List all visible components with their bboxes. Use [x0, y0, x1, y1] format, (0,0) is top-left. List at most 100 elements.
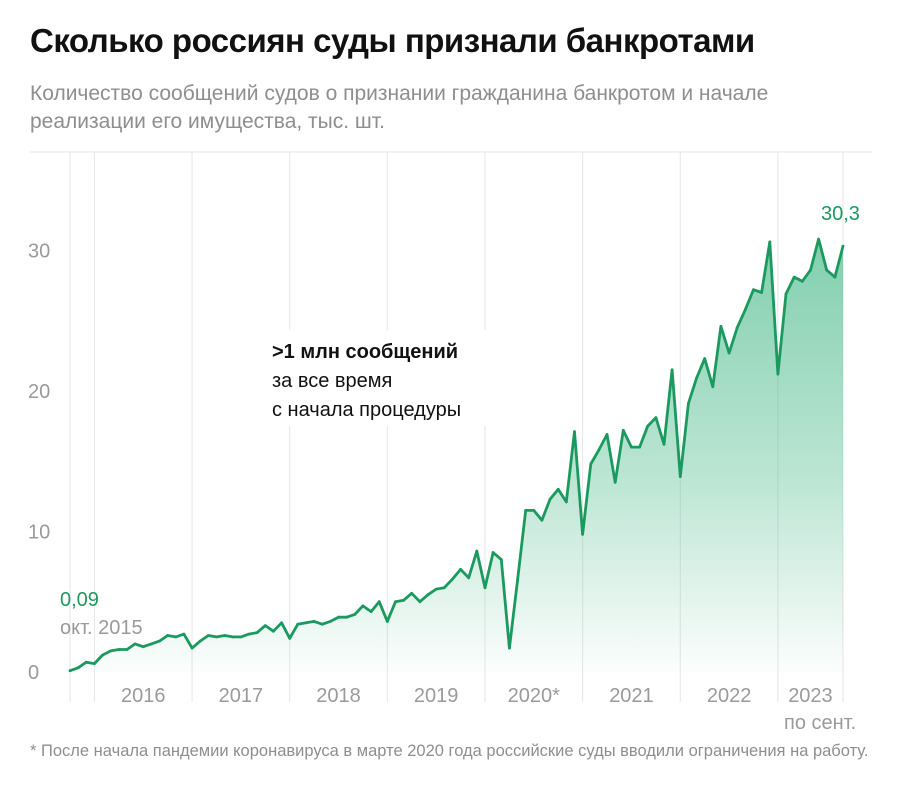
- data-point: [687, 402, 690, 405]
- callout-box: [262, 330, 502, 426]
- data-point: [109, 649, 113, 653]
- data-point: [776, 372, 780, 376]
- data-point: [337, 615, 340, 619]
- footnote: * После начала пандемии коронавируса в м…: [30, 742, 869, 760]
- x-tick-label: 2016: [121, 685, 166, 707]
- data-point: [744, 308, 747, 311]
- data-point: [150, 642, 153, 646]
- data-point: [727, 351, 731, 355]
- data-point: [662, 442, 666, 446]
- data-point: [296, 622, 300, 626]
- data-point: [410, 591, 414, 595]
- data-point: [817, 237, 820, 241]
- x-tick-label: 2023: [788, 685, 833, 707]
- data-point: [630, 445, 633, 449]
- x-axis-ticks: 2016 2017 2018 2019 2020* 2021 2022 2023: [121, 685, 833, 707]
- data-point: [597, 448, 601, 452]
- data-point: [516, 579, 519, 582]
- data-point: [573, 430, 576, 434]
- data-line: [69, 237, 845, 673]
- data-point: [760, 291, 763, 294]
- first-date-label: окт. 2015: [60, 617, 143, 639]
- data-point: [255, 631, 259, 634]
- data-point: [825, 268, 829, 272]
- data-point: [190, 646, 194, 650]
- x-tick-label: 2019: [414, 685, 459, 707]
- data-point: [589, 462, 593, 466]
- y-tick-label: 10: [28, 521, 50, 543]
- callout-line-3: с начала процедуры: [272, 399, 461, 421]
- data-point: [800, 279, 804, 283]
- data-point: [508, 646, 511, 650]
- data-point: [564, 500, 568, 504]
- chart-title: Сколько россиян суды признали банкротами: [30, 22, 755, 59]
- data-point: [353, 613, 357, 616]
- data-point: [442, 586, 446, 590]
- data-point: [434, 587, 438, 591]
- data-point: [304, 621, 308, 625]
- chart-area: 0 10 20 30 2016 2017 2018 2019 2020* 2021 2022 202…: [28, 151, 872, 734]
- x-tick-label: 2017: [219, 685, 264, 707]
- data-point: [402, 598, 405, 602]
- data-point: [792, 275, 796, 279]
- data-point: [141, 645, 145, 649]
- data-point: [93, 662, 96, 665]
- data-point: [223, 634, 227, 637]
- last-year-note: по сент.: [784, 712, 856, 734]
- x-tick-label: 2018: [316, 685, 361, 707]
- data-point: [215, 635, 218, 639]
- data-point: [638, 445, 641, 449]
- data-point: [182, 632, 186, 636]
- data-point: [768, 240, 772, 244]
- data-point: [605, 433, 609, 436]
- data-point: [231, 635, 235, 639]
- data-point: [117, 648, 121, 651]
- data-point: [206, 634, 210, 637]
- data-point: [174, 635, 178, 639]
- last-value-label: 30,3: [821, 203, 860, 225]
- data-point: [491, 551, 495, 554]
- data-point: [670, 368, 674, 372]
- data-point: [451, 577, 454, 581]
- data-point: [784, 292, 788, 296]
- data-point: [426, 593, 430, 597]
- data-point: [475, 549, 479, 553]
- data-point: [833, 275, 837, 279]
- data-point: [556, 487, 560, 491]
- data-point: [621, 428, 625, 432]
- data-point: [499, 558, 503, 561]
- data-point: [459, 568, 462, 571]
- data-point: [369, 610, 373, 613]
- data-point: [695, 376, 698, 380]
- data-point: [703, 357, 707, 360]
- data-point: [678, 475, 682, 478]
- data-point: [581, 532, 584, 536]
- data-point: [361, 604, 365, 608]
- data-point: [394, 600, 397, 604]
- chart-subtitle: Количество сообщений судов о признании г…: [30, 82, 769, 133]
- data-point: [719, 324, 723, 328]
- data-point: [467, 576, 471, 580]
- data-point: [752, 288, 755, 292]
- data-point: [158, 639, 161, 643]
- data-point: [68, 669, 72, 673]
- callout-line-2: за все время: [272, 370, 392, 392]
- data-point: [312, 620, 316, 623]
- data-point: [329, 620, 332, 623]
- data-point: [377, 600, 381, 604]
- y-tick-label: 30: [28, 240, 50, 262]
- data-point: [247, 632, 251, 636]
- data-point: [345, 615, 349, 619]
- data-point: [272, 629, 275, 633]
- data-point: [524, 509, 528, 512]
- area-fill: [70, 239, 843, 672]
- data-point: [84, 660, 88, 664]
- y-tick-label: 0: [28, 662, 39, 684]
- data-point: [76, 666, 80, 670]
- data-point: [385, 620, 389, 623]
- data-point: [101, 653, 104, 657]
- data-point: [166, 634, 170, 637]
- data-point: [841, 244, 845, 248]
- points-layer: [68, 237, 845, 673]
- data-point: [418, 600, 422, 604]
